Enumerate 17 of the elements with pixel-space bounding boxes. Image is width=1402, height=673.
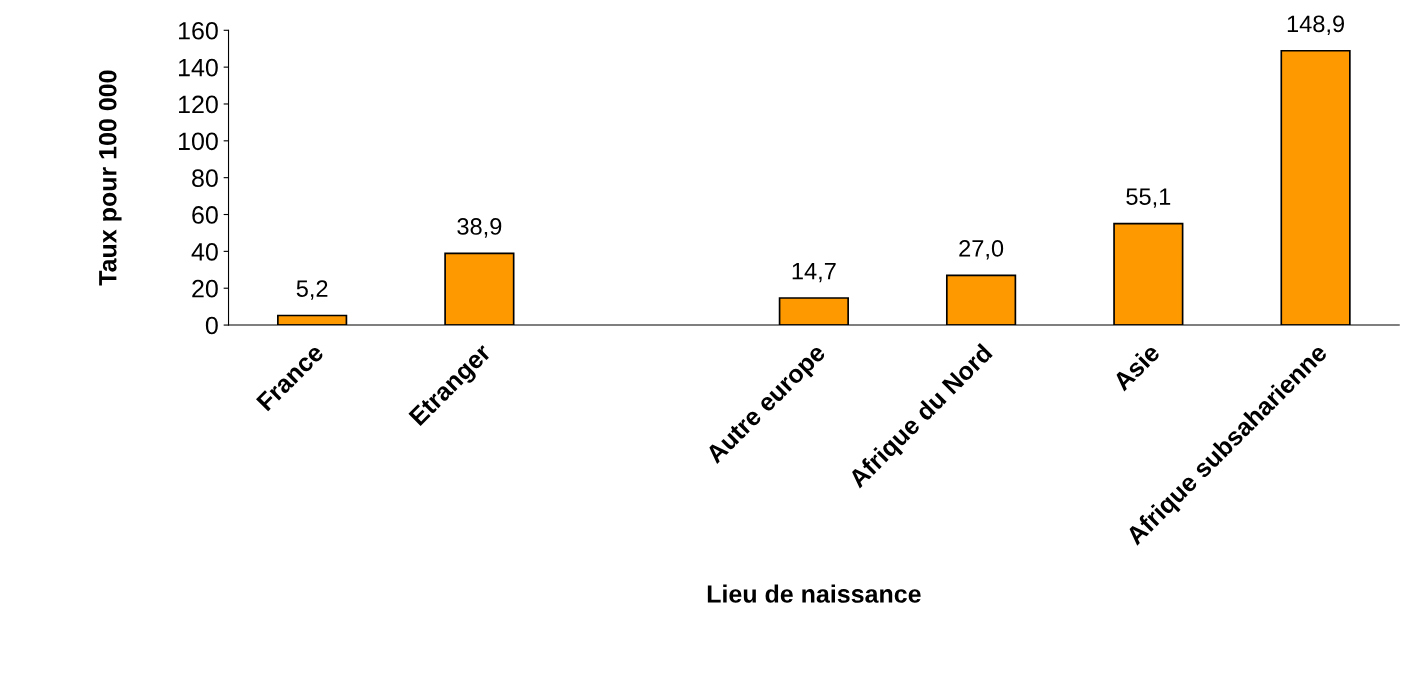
x-axis-title: Lieu de naissance (707, 584, 921, 603)
y-tick-label: 140 (179, 58, 218, 77)
data-label: 38,9 (457, 218, 502, 238)
y-tick-label: 100 (179, 132, 218, 151)
y-tick-label: 60 (192, 206, 218, 224)
data-label: 148,9 (1287, 15, 1344, 35)
data-label: 27,0 (959, 240, 1004, 260)
y-tick-label: 120 (179, 95, 218, 114)
y-tick-label: 20 (192, 279, 218, 298)
data-label: 5,2 (296, 280, 328, 300)
y-tick-label: 160 (179, 21, 218, 40)
y-axis-title: Taux pour 100 000 (98, 70, 122, 286)
data-label: 55,1 (1126, 188, 1171, 208)
y-tick-label: 80 (192, 169, 218, 187)
data-label: 14,7 (792, 262, 836, 283)
y-tick-label: 40 (191, 242, 218, 261)
y-tick-label: 0 (205, 316, 218, 335)
